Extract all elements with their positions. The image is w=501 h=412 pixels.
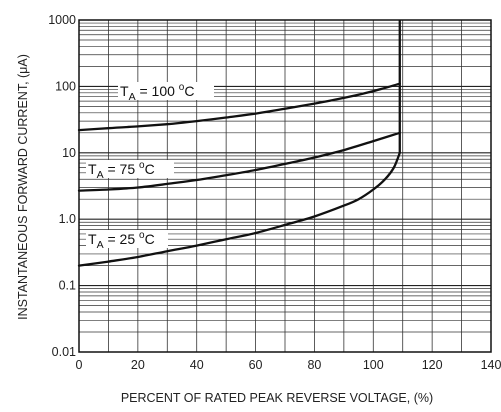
x-tick-label: 0 xyxy=(76,358,83,372)
series-curve-100c xyxy=(77,82,401,132)
series-label-backing xyxy=(86,160,174,178)
x-tick-label: 80 xyxy=(307,358,321,372)
x-tick-label: 40 xyxy=(190,358,204,372)
series-label-backing xyxy=(118,82,214,100)
x-tick-labels: 0 20 40 60 80 100 120 140 xyxy=(76,358,501,372)
x-tick-label: 100 xyxy=(363,358,384,372)
y-tick-label: 0.01 xyxy=(52,345,76,359)
series-curve-25c xyxy=(77,151,401,267)
x-tick-label: 120 xyxy=(422,358,443,372)
x-tick-label: 60 xyxy=(249,358,263,372)
series-label-75c: TA = 75 oC xyxy=(88,160,155,181)
y-tick-label: 10 xyxy=(62,146,76,160)
series-label-25c: TA = 25 oC xyxy=(88,230,155,251)
plot-frame xyxy=(78,19,492,353)
y-tick-label: 100 xyxy=(55,79,76,93)
y-tick-labels: 0.01 0.1 1.0 10 100 1000 xyxy=(48,13,76,359)
series-labels: TA = 100 oC TA = 75 oC TA = 25 oC xyxy=(86,82,214,251)
x-tick-label: 20 xyxy=(131,358,145,372)
series-label-100c: TA = 100 oC xyxy=(120,82,194,103)
y-tick-label: 0.1 xyxy=(59,279,76,293)
series-label-backing xyxy=(86,230,168,248)
y-tick-label: 1.0 xyxy=(59,212,76,226)
x-tick-label: 140 xyxy=(481,358,501,372)
series-curve-75c xyxy=(77,131,401,192)
plot-grid xyxy=(79,20,491,352)
y-axis-title: INSTANTANEOUS FORWARD CURRENT, (μA) xyxy=(16,54,30,320)
y-tick-label: 1000 xyxy=(48,13,76,27)
x-axis-title: PERCENT OF RATED PEAK REVERSE VOLTAGE, (… xyxy=(121,391,433,405)
plot-curves xyxy=(77,20,401,267)
